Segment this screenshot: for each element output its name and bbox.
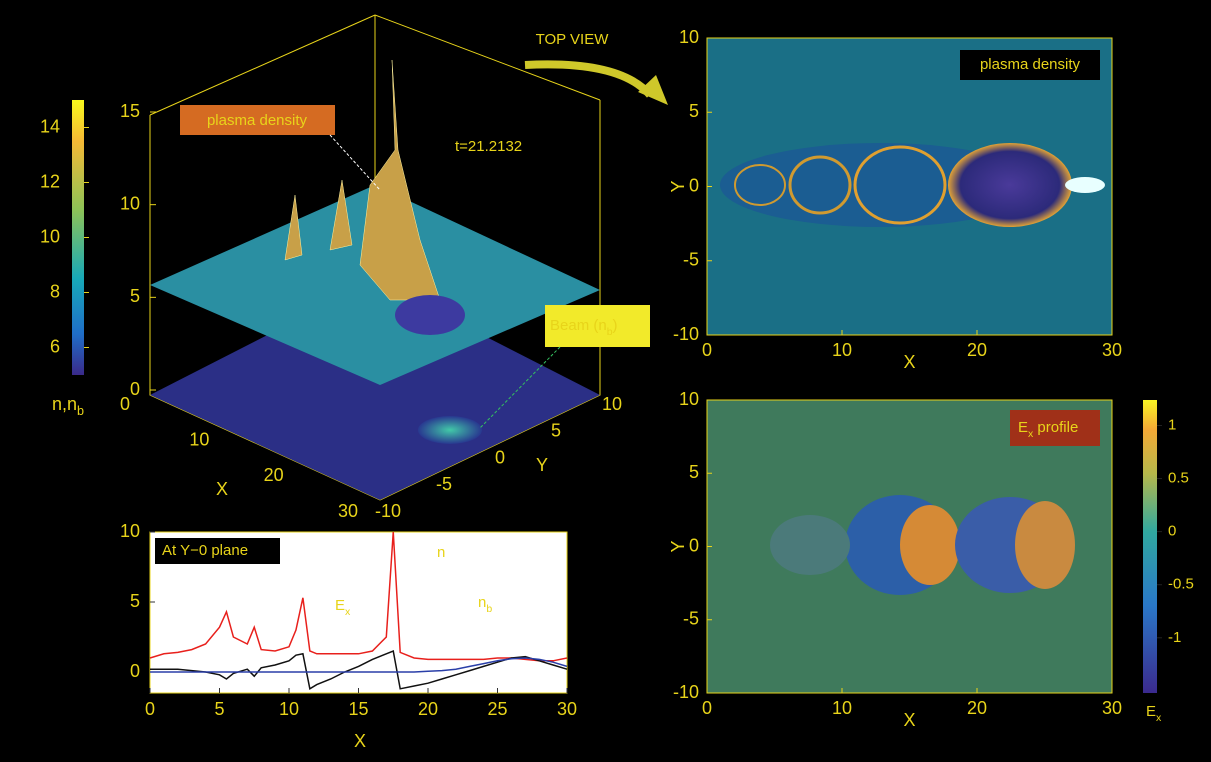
x-tick-label: 15 xyxy=(348,699,368,719)
colorbar-tick-label: 0 xyxy=(1168,523,1176,540)
y-tick-label: 10 xyxy=(120,521,140,541)
colorbar-tick-label: 12 xyxy=(40,171,60,191)
colorbar xyxy=(1143,400,1157,693)
colorbar-label: Ex xyxy=(1146,703,1162,724)
series-label-sub: x xyxy=(345,606,351,618)
colorbar-tick-label: 0.5 xyxy=(1168,470,1189,487)
x-tick-label: 20 xyxy=(967,340,987,360)
x-tick-label: 10 xyxy=(832,698,852,718)
y-tick-label: 10 xyxy=(679,389,699,409)
x-tick-label: 0 xyxy=(702,340,712,360)
x-tick-label: 20 xyxy=(418,699,438,719)
beam-spot xyxy=(418,416,482,444)
x-tick-label: 25 xyxy=(487,699,507,719)
field-lobe xyxy=(900,505,960,585)
y-tick-label: 5 xyxy=(551,421,561,441)
series-label-main: n xyxy=(437,544,445,561)
x-tick-label: 0 xyxy=(120,394,130,414)
y-tick-label: 5 xyxy=(689,101,699,121)
x-axis-label: X xyxy=(216,479,228,499)
annotation-main: E xyxy=(1018,419,1028,436)
bubble xyxy=(395,295,465,335)
annotation-end: ) xyxy=(613,317,618,334)
y-tick-label: -10 xyxy=(673,682,699,702)
x-tick-label: 0 xyxy=(702,698,712,718)
x-tick-label: 30 xyxy=(338,501,358,521)
z-tick-label: 10 xyxy=(120,193,140,213)
bubble xyxy=(948,143,1072,227)
y-tick-label: 5 xyxy=(689,462,699,482)
series-label: n xyxy=(437,544,445,561)
colorbar-tick-label: 1 xyxy=(1168,416,1176,433)
x-tick-label: 0 xyxy=(145,699,155,719)
header: TOP VIEW xyxy=(536,31,610,48)
annotation: At Y−0 plane xyxy=(162,542,248,559)
z-tick-label: 15 xyxy=(120,101,140,121)
x-tick-label: 10 xyxy=(832,340,852,360)
colorbar xyxy=(72,100,84,375)
annotation: plasma density xyxy=(207,112,308,129)
colorbar-label-sub: x xyxy=(1156,712,1162,724)
y-tick-label: -5 xyxy=(683,250,699,270)
arrow-head xyxy=(638,75,668,105)
x-axis-label: X xyxy=(903,710,915,730)
field-lobe xyxy=(1015,501,1075,589)
annotation: plasma density xyxy=(980,56,1081,73)
y-tick-label: -10 xyxy=(375,501,401,521)
annotation-main: Beam (n xyxy=(550,317,607,334)
y-tick-label: 0 xyxy=(130,661,140,681)
y-tick-label: -5 xyxy=(436,474,452,494)
y-tick-label: -5 xyxy=(683,609,699,629)
colorbar-label-sub: b xyxy=(77,404,84,418)
y-tick-label: 5 xyxy=(130,591,140,611)
z-tick-label: 0 xyxy=(130,379,140,399)
field-lobe xyxy=(770,515,850,575)
y-axis-label: Y xyxy=(668,540,688,552)
annotation: t=21.2132 xyxy=(455,138,522,155)
annotation-end: profile xyxy=(1033,419,1078,436)
colorbar-tick-label: 6 xyxy=(50,336,60,356)
beam-spot xyxy=(1065,177,1105,193)
y-tick-label: 0 xyxy=(689,175,699,195)
x-tick-label: 10 xyxy=(279,699,299,719)
figure: 68101214n,nb0510150102030-10-50510XYplas… xyxy=(0,0,1211,762)
y-tick-label: 10 xyxy=(679,27,699,47)
series-label-main: n xyxy=(478,594,486,611)
x-axis-label: X xyxy=(354,731,366,751)
x-tick-label: 30 xyxy=(1102,340,1122,360)
y-axis-label: Y xyxy=(668,180,688,192)
colorbar-tick-label: 10 xyxy=(40,226,60,246)
x-tick-label: 30 xyxy=(1102,698,1122,718)
x-axis-label: X xyxy=(903,352,915,372)
series-label-sub: b xyxy=(486,603,492,615)
colorbar-label-main: n,n xyxy=(52,394,77,414)
y-tick-label: 0 xyxy=(495,447,505,467)
colorbar-tick-label: 14 xyxy=(40,116,60,136)
y-axis-label: Y xyxy=(536,455,548,475)
x-tick-label: 5 xyxy=(214,699,224,719)
z-tick-label: 5 xyxy=(130,286,140,306)
colorbar-tick-label: -0.5 xyxy=(1168,576,1194,593)
x-tick-label: 20 xyxy=(264,465,284,485)
x-tick-label: 20 xyxy=(967,698,987,718)
x-tick-label: 10 xyxy=(189,429,209,449)
y-tick-label: 0 xyxy=(689,535,699,555)
colorbar-label: n,nb xyxy=(52,394,84,419)
colorbar-tick-label: -1 xyxy=(1168,629,1181,646)
y-tick-label: -10 xyxy=(673,324,699,344)
colorbar-label-main: E xyxy=(1146,703,1156,720)
arrow xyxy=(525,64,650,95)
colorbar-tick-label: 8 xyxy=(50,281,60,301)
series-label-main: E xyxy=(335,597,345,614)
y-tick-label: 10 xyxy=(602,394,622,414)
x-tick-label: 30 xyxy=(557,699,577,719)
